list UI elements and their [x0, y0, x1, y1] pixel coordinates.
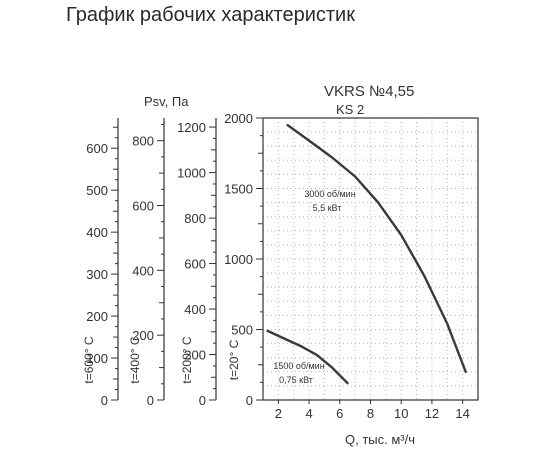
y-tick-label: 0: [147, 393, 154, 408]
y-tick-label: 400: [86, 225, 108, 240]
series-label: 5,5 кВт: [313, 203, 342, 213]
y-tick-label: 800: [184, 211, 206, 226]
y-tick-label: 200: [132, 328, 154, 343]
y-tick-label: 1000: [177, 166, 206, 181]
y-tick-label: 1200: [177, 120, 206, 135]
y-tick-label: 200: [184, 348, 206, 363]
x-tick-label: 10: [394, 406, 408, 421]
y-tick-label: 300: [86, 267, 108, 282]
x-tick-label: 4: [305, 406, 312, 421]
y-tick-label: 100: [86, 351, 108, 366]
y-tick-label: 0: [101, 393, 108, 408]
y-tick-label: 0: [246, 393, 253, 408]
page-title: График рабочих характеристик: [66, 4, 355, 26]
chart-subtitle: KS 2: [336, 102, 364, 117]
temperature-axis-label: t=200° C: [180, 336, 194, 383]
x-tick-label: 12: [425, 406, 439, 421]
y-tick-label: 500: [231, 323, 253, 338]
y-tick-label: 600: [132, 199, 154, 214]
y-tick-label: 400: [132, 263, 154, 278]
temperature-axis-label: t=600° C: [82, 336, 96, 383]
x-tick-label: 6: [336, 406, 343, 421]
temperature-axis-label: t=400° C: [128, 336, 142, 383]
y-tick-label: 500: [86, 183, 108, 198]
chart-title: VKRS №4,55: [324, 83, 414, 100]
series-label: 0,75 кВт: [279, 375, 313, 385]
series-line: [266, 329, 349, 385]
series-line: [286, 123, 467, 373]
y-tick-label: 0: [199, 393, 206, 408]
y-tick-label: 400: [184, 302, 206, 317]
x-tick-label: 2: [275, 406, 282, 421]
y-tick-label: 1500: [224, 182, 253, 197]
x-axis-label: Q, тыс. м³/ч: [345, 432, 415, 447]
series-label: 3000 об/мин: [304, 189, 355, 199]
y-tick-label: 200: [86, 309, 108, 324]
y-tick-label: 600: [86, 141, 108, 156]
pressure-axis-title: Psv, Па: [144, 94, 189, 109]
y-tick-label: 600: [184, 257, 206, 272]
series-label: 1500 об/мин: [273, 361, 324, 371]
y-tick-label: 1000: [224, 252, 253, 267]
x-tick-label: 14: [455, 406, 469, 421]
y-tick-label: 800: [132, 134, 154, 149]
temperature-axis-label: t=20° C: [227, 339, 241, 380]
x-tick-label: 8: [367, 406, 374, 421]
y-tick-label: 2000: [224, 111, 253, 126]
